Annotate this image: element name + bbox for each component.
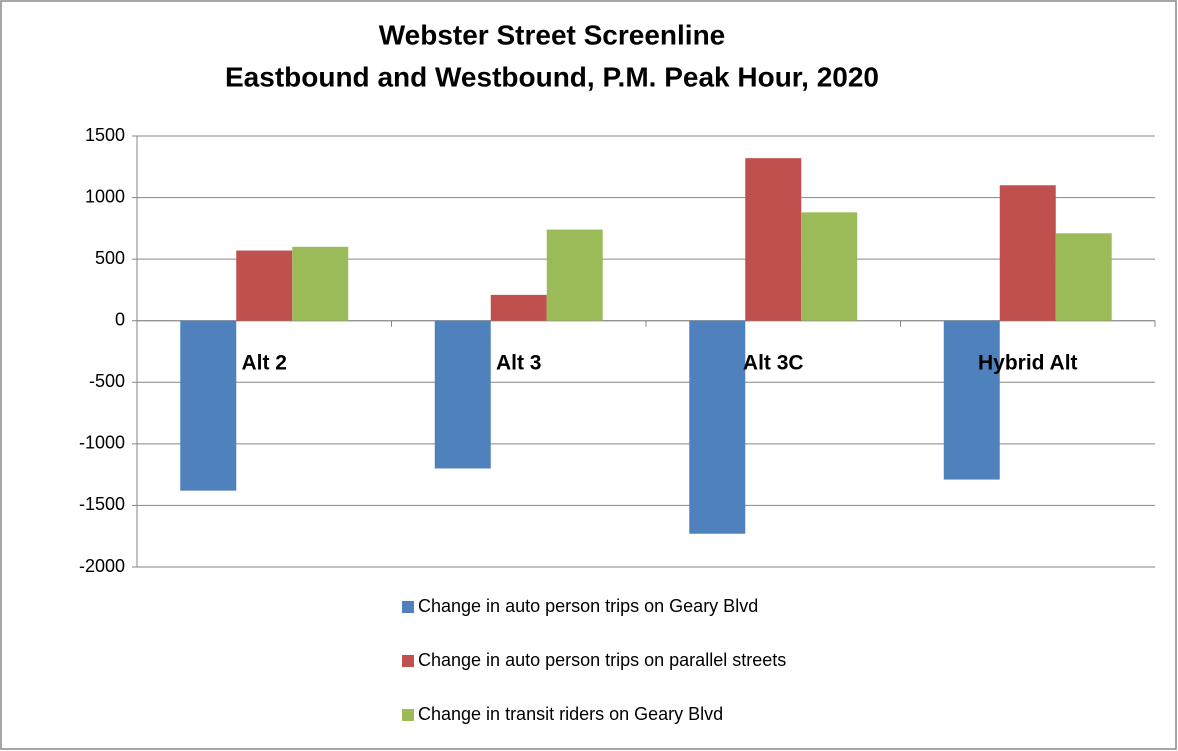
bar (434, 320, 491, 469)
x-tick-label: Alt 2 (241, 352, 287, 375)
bar (236, 250, 293, 321)
bar (1055, 233, 1112, 321)
bar (999, 185, 1056, 321)
legend-swatch (402, 601, 414, 613)
y-tick-label: -1000 (79, 433, 125, 453)
bar (292, 246, 349, 321)
bar (943, 320, 1000, 480)
x-tick-label: Hybrid Alt (978, 352, 1078, 375)
bar (745, 158, 802, 321)
y-tick-label: 0 (115, 309, 125, 329)
bar (689, 320, 746, 534)
bar (801, 212, 858, 321)
y-tick-label: 1500 (85, 125, 125, 145)
legend-swatch (402, 709, 414, 721)
bar (180, 320, 237, 491)
y-tick-label: -1500 (79, 494, 125, 514)
bar (546, 229, 603, 321)
legend-label: Change in auto person trips on Geary Blv… (418, 596, 758, 616)
y-tick-label: 1000 (85, 186, 125, 206)
chart-title: Webster Street Screenline (379, 19, 726, 50)
bar (490, 294, 547, 321)
x-tick-label: Alt 3C (743, 352, 804, 375)
legend-label: Change in transit riders on Geary Blvd (418, 704, 723, 724)
legend-swatch (402, 655, 414, 667)
legend-label: Change in auto person trips on parallel … (418, 650, 786, 670)
y-tick-label: -500 (89, 371, 125, 391)
chart-title: Eastbound and Westbound, P.M. Peak Hour,… (225, 61, 879, 92)
x-tick-label: Alt 3 (496, 352, 542, 375)
y-tick-label: 500 (95, 248, 125, 268)
y-tick-label: -2000 (79, 556, 125, 576)
